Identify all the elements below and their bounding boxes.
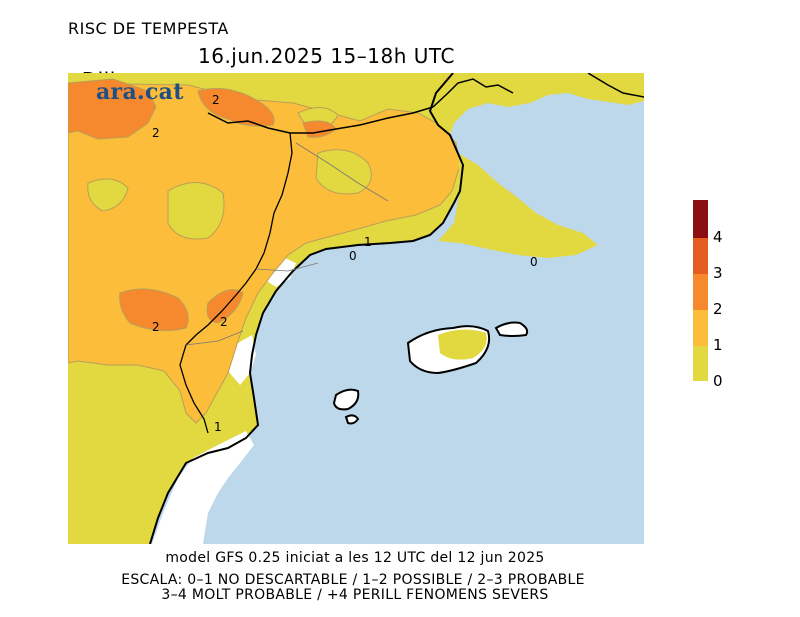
land-area-east bbox=[430, 73, 644, 135]
contour-label: 2 bbox=[220, 315, 228, 329]
border-valencia-aragon bbox=[179, 310, 223, 434]
island-formentera bbox=[344, 414, 360, 425]
model-info: model GFS 0.25 iniciat a les 12 UTC del … bbox=[165, 550, 545, 566]
ara-cat-logo: ara.cat bbox=[96, 79, 184, 105]
contour-label: 0 bbox=[530, 255, 538, 269]
risk-zone-probable-west bbox=[119, 288, 189, 332]
no-data-area-south bbox=[152, 431, 254, 544]
legend-label-2: 2 bbox=[713, 300, 723, 318]
border-catalonia-aragon bbox=[221, 132, 293, 312]
land-area-east-coast bbox=[438, 153, 598, 258]
province-borders bbox=[185, 142, 389, 346]
north-coast-france bbox=[587, 73, 644, 98]
legend-swatch-3 bbox=[693, 238, 708, 274]
legend-label-4: 4 bbox=[713, 228, 723, 246]
island-mallorca-risk bbox=[438, 329, 487, 360]
legend-label-0: 0 bbox=[713, 372, 723, 390]
contour-label: 1 bbox=[364, 235, 372, 249]
legend-swatch-4 bbox=[693, 200, 708, 238]
risk-zone-probable-north bbox=[68, 78, 157, 140]
risk-zone-probable-ridge bbox=[197, 88, 275, 127]
date-time-label: 16.jun.2025 15–18h UTC bbox=[198, 44, 455, 68]
legend-swatch-0 bbox=[693, 346, 708, 381]
map-subtitle: Dilluns 16.jun.2025 15–18h UTC bbox=[68, 44, 455, 116]
border-france-spain bbox=[207, 106, 434, 134]
legend-label-1: 1 bbox=[713, 336, 723, 354]
contour-label: 2 bbox=[212, 93, 220, 107]
scale-line-2: 3–4 MOLT PROBABLE / +4 PERILL FENOMENS S… bbox=[161, 587, 549, 603]
low-risk-pocket-1 bbox=[167, 182, 225, 240]
island-menorca bbox=[494, 321, 529, 337]
storm-risk-map: ara.cat 2 2 2 2 1 1 0 0 bbox=[68, 73, 644, 544]
contour-label: 2 bbox=[152, 320, 160, 334]
contour-label: 1 bbox=[214, 420, 222, 434]
risk-legend: 4 3 2 1 0 bbox=[693, 200, 753, 390]
map-title: RISC DE TEMPESTA bbox=[68, 19, 229, 38]
border-east bbox=[432, 78, 514, 108]
low-risk-pocket-3 bbox=[87, 178, 129, 212]
legend-swatch-2 bbox=[693, 274, 708, 310]
scale-line-1: ESCALA: 0–1 NO DESCARTABLE / 1–2 POSSIBL… bbox=[121, 572, 585, 588]
coastline bbox=[149, 73, 465, 544]
contour-label: 2 bbox=[152, 126, 160, 140]
island-ibiza bbox=[332, 388, 360, 411]
no-data-area-coast bbox=[218, 335, 256, 385]
map-graphic bbox=[68, 73, 644, 544]
legend-swatch-1 bbox=[693, 310, 708, 346]
contour-label: 0 bbox=[349, 249, 357, 263]
legend-label-3: 3 bbox=[713, 264, 723, 282]
